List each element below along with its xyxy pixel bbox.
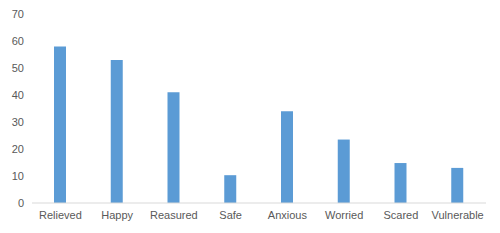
svg-text:Scared: Scared [383, 209, 418, 221]
svg-text:70: 70 [12, 8, 24, 20]
svg-text:Reasured: Reasured [150, 209, 198, 221]
svg-text:20: 20 [12, 143, 24, 155]
svg-text:Safe: Safe [219, 209, 242, 221]
svg-text:50: 50 [12, 62, 24, 74]
svg-text:40: 40 [12, 89, 24, 101]
svg-text:Vulnerable: Vulnerable [432, 209, 484, 221]
svg-text:30: 30 [12, 116, 24, 128]
svg-text:0: 0 [18, 197, 24, 209]
svg-text:Relieved: Relieved [39, 209, 82, 221]
svg-text:Anxious: Anxious [268, 209, 308, 221]
svg-text:60: 60 [12, 35, 24, 47]
svg-text:10: 10 [12, 170, 24, 182]
svg-text:Happy: Happy [101, 209, 133, 221]
svg-text:Worried: Worried [325, 209, 363, 221]
